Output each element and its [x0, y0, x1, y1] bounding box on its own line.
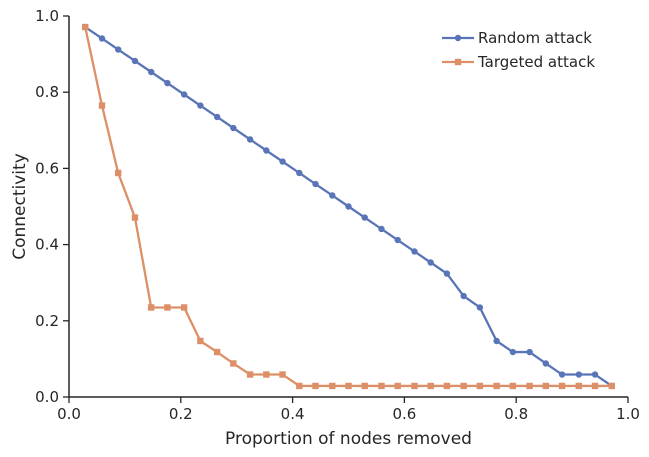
series-layer: [82, 23, 615, 390]
data-point-targeted: [361, 382, 368, 390]
data-point-random: [164, 79, 171, 87]
data-point-targeted: [509, 382, 517, 390]
x-axis-title: Proportion of nodes removed: [225, 429, 472, 449]
data-point-targeted: [575, 382, 583, 390]
data-point-targeted: [378, 382, 385, 390]
data-point-targeted: [147, 304, 155, 311]
data-point-targeted: [443, 382, 451, 390]
data-point-targeted: [591, 382, 599, 390]
x-tick-label: 0.6: [392, 405, 416, 423]
data-point-targeted: [312, 382, 319, 390]
y-tick-label: 0.0: [35, 388, 59, 406]
data-point-random: [542, 360, 550, 367]
data-point-targeted: [164, 304, 171, 311]
data-point-random: [296, 169, 303, 177]
data-point-random: [147, 68, 155, 76]
y-tick-label: 0.6: [35, 159, 59, 177]
data-point-targeted: [427, 382, 434, 390]
x-tick-label: 0.0: [57, 405, 81, 423]
x-tick-label: 0.8: [504, 405, 528, 423]
data-point-targeted: [263, 371, 270, 378]
data-point-random: [230, 124, 237, 132]
data-point-targeted: [608, 382, 615, 390]
data-point-random: [329, 192, 336, 199]
data-point-random: [558, 371, 566, 378]
data-point-random: [476, 304, 484, 311]
data-point-random: [312, 180, 319, 188]
data-point-targeted: [98, 102, 106, 109]
data-point-targeted: [329, 382, 336, 390]
data-point-targeted: [296, 382, 303, 390]
data-point-random: [443, 270, 451, 277]
legend-label-random: Random attack: [478, 29, 592, 47]
data-point-random: [591, 371, 599, 378]
data-point-targeted: [411, 382, 418, 390]
legend-marker-targeted: [454, 58, 462, 66]
y-tick-label: 0.4: [35, 236, 59, 254]
legend-label-targeted: Targeted attack: [477, 53, 595, 71]
y-tick-label: 1.0: [35, 7, 59, 25]
data-point-targeted: [279, 371, 286, 378]
data-point-random: [411, 248, 418, 255]
data-point-targeted: [460, 382, 467, 390]
data-point-random: [427, 259, 434, 266]
data-point-targeted: [230, 360, 237, 367]
y-tick-label: 0.2: [35, 312, 59, 330]
data-point-targeted: [213, 348, 221, 356]
data-point-random: [526, 348, 533, 356]
data-point-random: [114, 46, 122, 53]
data-point-targeted: [197, 337, 204, 345]
data-point-targeted: [558, 382, 566, 390]
y-tick-label: 0.8: [35, 83, 59, 101]
data-point-random: [394, 236, 401, 244]
data-point-random: [131, 57, 139, 65]
x-tick-label: 0.4: [281, 405, 305, 423]
data-point-targeted: [493, 382, 500, 390]
axes: [68, 16, 628, 398]
legend: Random attack Targeted attack: [442, 29, 595, 71]
data-point-targeted: [246, 371, 254, 378]
x-tick-label: 1.0: [616, 405, 640, 423]
data-point-random: [361, 214, 368, 221]
data-point-random: [345, 203, 352, 210]
data-point-random: [575, 371, 583, 378]
legend-marker-random: [454, 34, 462, 42]
data-point-random: [197, 102, 204, 109]
data-point-targeted: [526, 382, 533, 390]
ticks: 0.0 0.2 0.4 0.6 0.8 1.0 0.0 0.2 0.4 0.6 0.8 1.0: [35, 7, 640, 423]
data-point-random: [279, 158, 286, 165]
data-point-random: [460, 292, 467, 300]
data-point-targeted: [82, 23, 89, 31]
data-point-random: [263, 147, 270, 154]
data-point-random: [180, 91, 188, 98]
data-point-random: [98, 35, 106, 42]
data-point-random: [509, 348, 517, 356]
data-point-targeted: [131, 214, 139, 221]
data-point-random: [378, 225, 385, 233]
data-point-targeted: [345, 382, 352, 390]
data-point-random: [493, 337, 500, 345]
data-point-targeted: [476, 382, 484, 390]
x-tick-label: 0.2: [169, 405, 193, 423]
data-point-targeted: [180, 304, 188, 311]
data-point-random: [246, 136, 254, 143]
data-point-targeted: [542, 382, 550, 390]
data-point-random: [213, 113, 221, 121]
data-point-targeted: [114, 169, 122, 177]
data-point-targeted: [394, 382, 401, 390]
y-axis-title: Connectivity: [10, 153, 30, 260]
